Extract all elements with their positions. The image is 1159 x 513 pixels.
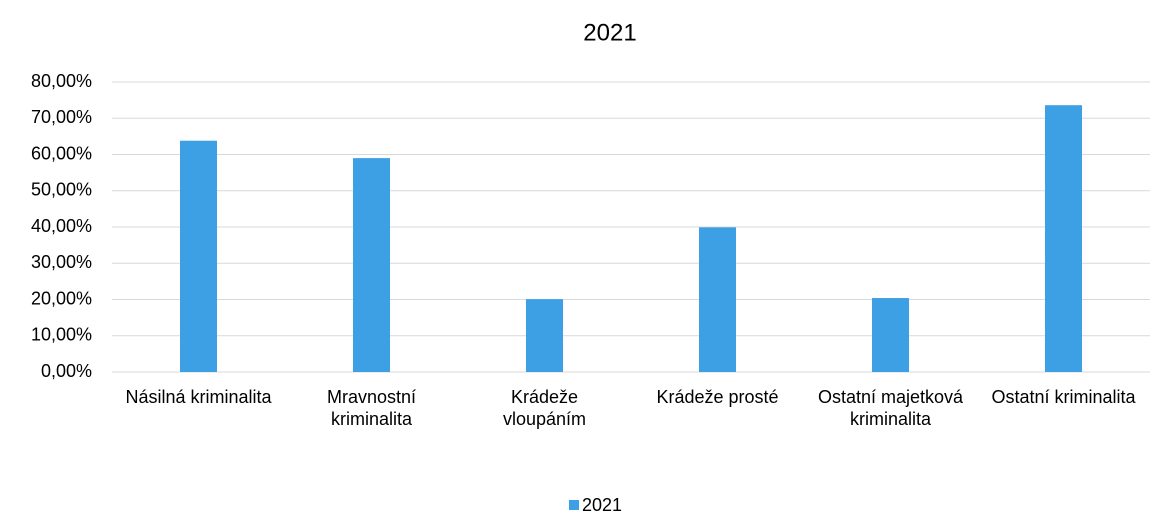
bar (180, 140, 217, 372)
bar (1045, 105, 1082, 372)
y-tick-label: 80,00% (31, 71, 92, 91)
y-tick-label: 30,00% (31, 252, 92, 272)
x-tick-label: Ostatní kriminalita (991, 387, 1136, 407)
legend-label: 2021 (582, 495, 622, 513)
y-tick-label: 70,00% (31, 107, 92, 127)
y-tick-label: 0,00% (41, 361, 92, 381)
chart-title: 2021 (583, 19, 636, 46)
bar (526, 299, 563, 372)
legend-swatch (569, 500, 579, 510)
bar (699, 227, 736, 372)
y-tick-label: 50,00% (31, 180, 92, 200)
y-tick-label: 10,00% (31, 325, 92, 345)
y-tick-label: 20,00% (31, 288, 92, 308)
x-tick-label: Mravnostní kriminalita (326, 387, 417, 429)
x-tick-label: Násilná kriminalita (125, 387, 272, 407)
y-tick-label: 40,00% (31, 216, 92, 236)
x-tick-label: Krádeže prosté (656, 387, 779, 407)
bar (353, 158, 390, 372)
bar (872, 298, 909, 372)
x-tick-label: Ostatní majetková kriminalita (817, 387, 964, 429)
y-tick-label: 60,00% (31, 143, 92, 163)
x-tick-label: Krádeže vloupáním (502, 387, 587, 429)
